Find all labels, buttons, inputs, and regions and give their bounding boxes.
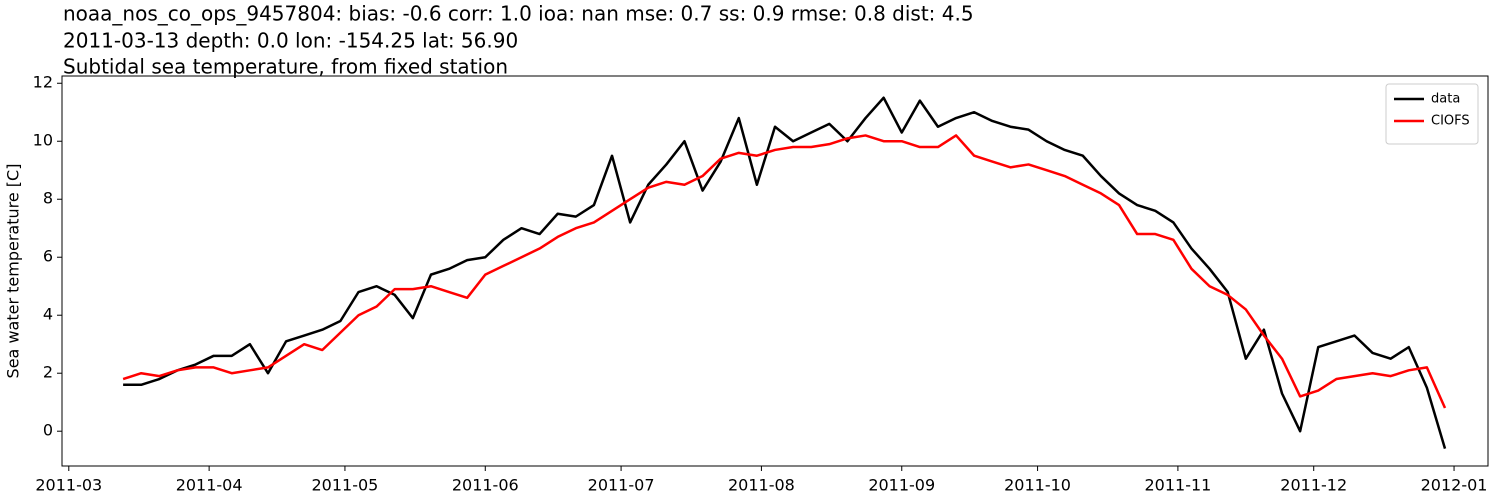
y-axis-label: Sea water temperature [C] xyxy=(4,164,23,379)
x-tick-label: 2012-01 xyxy=(1421,476,1488,495)
legend-label: CIOFS xyxy=(1431,114,1470,129)
title-line: noaa_nos_co_ops_9457804: bias: -0.6 corr… xyxy=(63,2,974,26)
y-tick-label: 2 xyxy=(43,363,53,382)
y-tick-label: 10 xyxy=(33,131,53,150)
x-tick-label: 2011-03 xyxy=(35,476,102,495)
plot-frame xyxy=(61,75,1489,467)
x-tick-label: 2011-11 xyxy=(1144,476,1211,495)
legend-label: data xyxy=(1431,92,1460,107)
y-tick-label: 4 xyxy=(43,305,53,324)
y-tick-label: 12 xyxy=(33,73,53,92)
y-tick-label: 0 xyxy=(43,421,53,440)
x-tick-label: 2011-08 xyxy=(728,476,795,495)
series-line xyxy=(122,134,1447,409)
x-tick-label: 2011-10 xyxy=(1004,476,1071,495)
x-tick-label: 2011-04 xyxy=(176,476,243,495)
x-tick-label: 2011-09 xyxy=(868,476,935,495)
x-tick-label: 2011-12 xyxy=(1280,476,1347,495)
x-tick-label: 2011-05 xyxy=(312,476,379,495)
title-line: 2011-03-13 depth: 0.0 lon: -154.25 lat: … xyxy=(63,29,518,53)
y-tick-label: 8 xyxy=(43,189,53,208)
y-tick-label: 6 xyxy=(43,247,53,266)
x-tick-label: 2011-06 xyxy=(452,476,519,495)
x-tick-label: 2011-07 xyxy=(588,476,655,495)
series-line xyxy=(123,96,1447,449)
title-line: Subtidal sea temperature, from fixed sta… xyxy=(63,55,508,79)
